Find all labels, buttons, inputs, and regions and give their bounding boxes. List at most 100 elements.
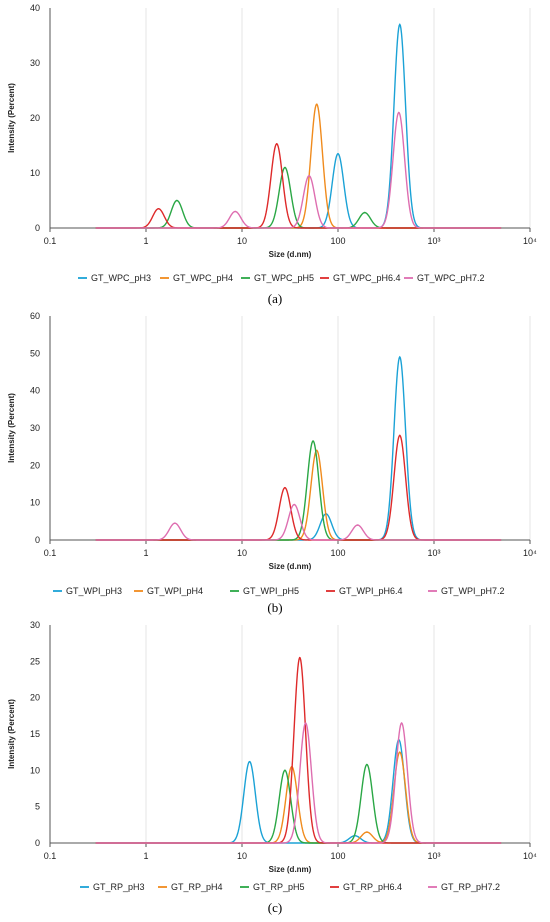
legend-label: GT_WPI_pH6.4 <box>339 586 403 596</box>
x-tick-label: 1 <box>143 236 148 246</box>
legend-label: GT_RP_pH3 <box>93 882 145 892</box>
y-axis-label: Intensity (Percent) <box>7 83 16 153</box>
peak-point <box>234 210 237 213</box>
legend-label: GT_WPC_pH5 <box>254 273 314 283</box>
peak-point <box>275 143 278 145</box>
peak-point <box>398 751 401 753</box>
legend-label: GT_WPC_pH3 <box>91 273 151 283</box>
peak-point <box>398 23 401 26</box>
y-tick-label: 20 <box>30 460 40 470</box>
y-tick-label: 30 <box>30 58 40 68</box>
peak-point <box>248 760 251 763</box>
y-tick-label: 20 <box>30 693 40 703</box>
series-line-GT_WPI_pH4 <box>95 449 502 541</box>
chart-2: 0.1 1 10 100 10³ 10⁴ 0 10 20 30 40 50 60 Size (d.nm) I… <box>7 311 537 615</box>
peak-point <box>398 356 401 358</box>
series-line-GT_RP_pH6.4 <box>95 656 502 844</box>
series-line-GT_WPC_pH3 <box>95 23 502 229</box>
peak-point <box>298 656 301 659</box>
y-axis-label: Intensity (Percent) <box>7 393 16 463</box>
peak-point <box>398 434 401 437</box>
peak-point <box>293 503 296 506</box>
peak-point <box>337 152 339 155</box>
peak-point <box>366 763 368 766</box>
y-tick-label: 25 <box>30 656 40 666</box>
panel-caption: (a) <box>268 291 282 306</box>
peak-point <box>304 722 307 724</box>
y-tick-label: 40 <box>30 386 40 396</box>
y-tick-label: 10 <box>30 168 40 178</box>
x-axis-label: Size (d.nm) <box>269 865 312 874</box>
x-tick-label: 1 <box>143 851 148 861</box>
series-line-GT_WPI_pH6.4 <box>95 434 502 541</box>
x-tick-label: 10⁴ <box>523 548 537 558</box>
x-tick-label: 10⁴ <box>523 851 537 861</box>
x-tick-label: 0.1 <box>44 548 57 558</box>
peak-point <box>308 174 310 177</box>
legend-label: GT_WPI_pH5 <box>243 586 299 596</box>
legend-label: GT_RP_pH5 <box>253 882 305 892</box>
chart-1: 0.1 1 10 100 10³ 10⁴ 0 10 20 30 40 Size (d.nm) Inten… <box>7 3 537 306</box>
peak-point <box>174 522 176 524</box>
peak-point <box>400 722 403 724</box>
panel-caption: (b) <box>267 600 282 615</box>
series-line-GT_RP_pH4 <box>95 751 502 844</box>
peak-point <box>176 199 178 202</box>
series-line-GT_WPI_pH7.2 <box>95 503 502 541</box>
y-tick-label: 40 <box>30 3 40 13</box>
y-axis-label: Intensity (Percent) <box>7 699 16 769</box>
peak-point <box>284 166 286 169</box>
x-tick-label: 10 <box>237 236 247 246</box>
y-tick-label: 30 <box>30 620 40 630</box>
x-tick-label: 10⁴ <box>523 236 537 246</box>
y-tick-label: 50 <box>30 348 40 358</box>
y-tick-label: 30 <box>30 423 40 433</box>
peak-point <box>398 111 400 114</box>
panel-caption: (c) <box>268 900 282 915</box>
series-line-GT_WPC_pH7.2 <box>95 111 502 229</box>
x-tick-label: 10³ <box>427 851 440 861</box>
legend-label: GT_WPI_pH4 <box>147 586 203 596</box>
series-line-GT_RP_pH7.2 <box>95 722 502 844</box>
peak-point <box>312 440 314 442</box>
legend-label: GT_WPI_pH3 <box>66 586 122 596</box>
x-tick-label: 1 <box>143 548 148 558</box>
x-tick-label: 100 <box>330 548 345 558</box>
legend-label: GT_WPC_pH6.4 <box>333 273 401 283</box>
y-tick-label: 0 <box>35 838 40 848</box>
x-axis-label: Size (d.nm) <box>269 562 312 571</box>
chart-3: 0.1 1 10 100 10³ 10⁴ 0 5 10 15 20 25 30 Size (d.nm) In… <box>7 620 537 915</box>
peak-point <box>363 211 366 214</box>
x-tick-label: 10³ <box>427 236 440 246</box>
peak-point <box>366 831 368 833</box>
peak-point <box>356 524 359 526</box>
y-tick-label: 15 <box>30 729 40 739</box>
series-line-GT_WPI_pH5 <box>95 440 502 541</box>
x-tick-label: 0.1 <box>44 851 57 861</box>
x-tick-label: 10 <box>237 548 247 558</box>
legend-label: GT_RP_pH7.2 <box>441 882 500 892</box>
y-tick-label: 0 <box>35 223 40 233</box>
x-tick-label: 10³ <box>427 548 440 558</box>
peak-point <box>157 207 160 210</box>
peak-point <box>315 103 318 106</box>
peak-point <box>284 486 286 489</box>
y-tick-label: 20 <box>30 113 40 123</box>
y-tick-label: 10 <box>30 498 40 508</box>
peak-point <box>284 769 286 772</box>
legend-label: GT_WPC_pH4 <box>173 273 233 283</box>
y-tick-label: 0 <box>35 535 40 545</box>
legend-label: GT_RP_pH6.4 <box>343 882 402 892</box>
series-line-GT_WPC_pH6.4 <box>95 143 502 229</box>
legend-label: GT_WPI_pH7.2 <box>441 586 505 596</box>
legend-label: GT_WPC_pH7.2 <box>417 273 485 283</box>
y-tick-label: 5 <box>35 802 40 812</box>
y-tick-label: 10 <box>30 765 40 775</box>
x-tick-label: 100 <box>330 236 345 246</box>
x-tick-label: 0.1 <box>44 236 57 246</box>
y-tick-label: 60 <box>30 311 40 321</box>
x-tick-label: 100 <box>330 851 345 861</box>
legend-label: GT_RP_pH4 <box>171 882 223 892</box>
x-axis-label: Size (d.nm) <box>269 250 312 259</box>
